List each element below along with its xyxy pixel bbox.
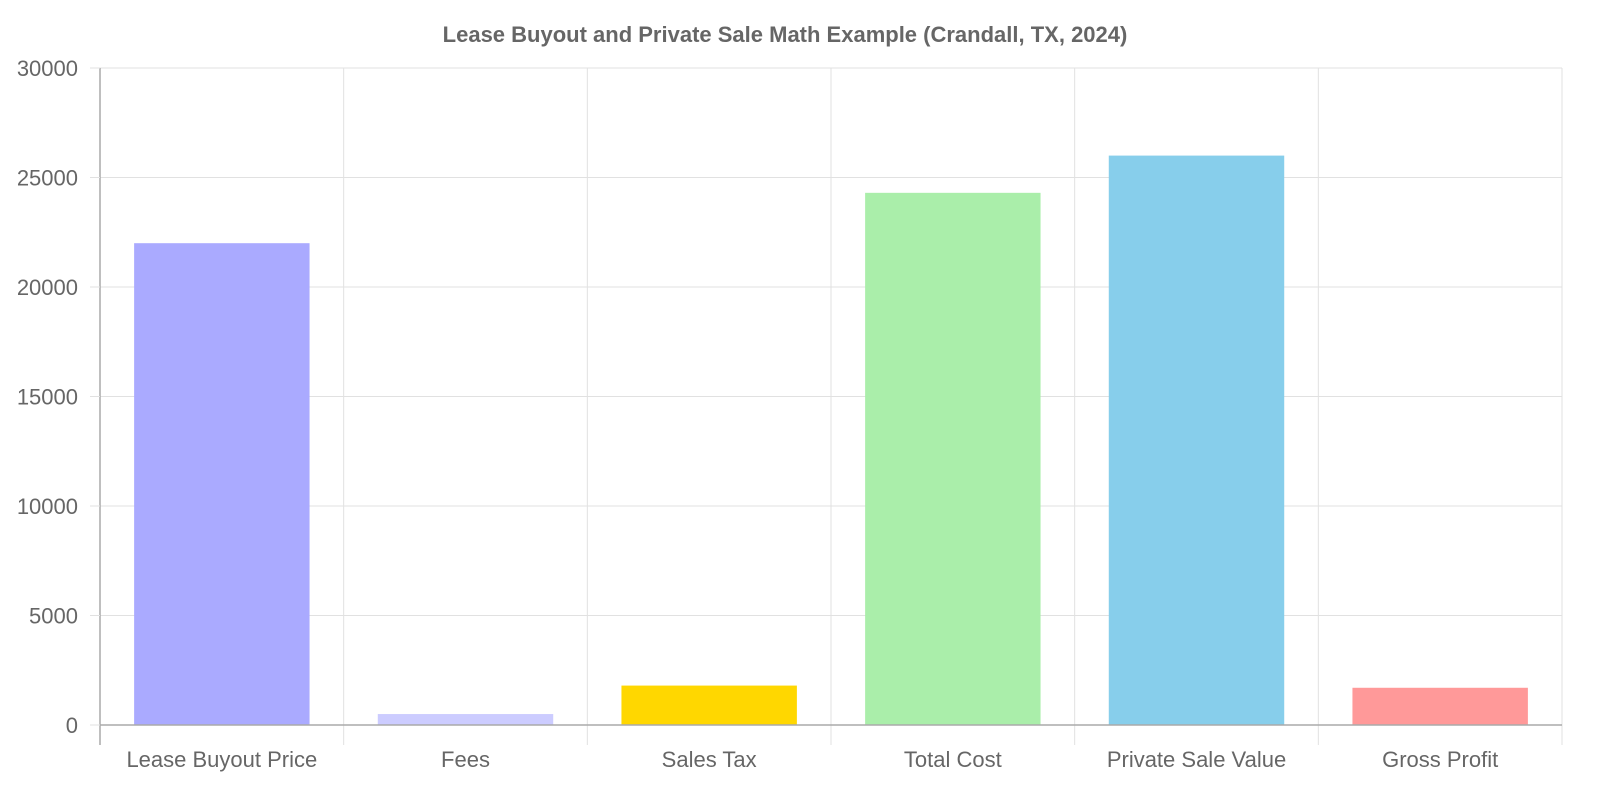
bar (1352, 687, 1528, 725)
x-tick-label: Total Cost (904, 747, 1002, 772)
bar (865, 192, 1041, 725)
y-tick-label: 20000 (17, 275, 78, 300)
bars (134, 155, 1528, 726)
x-tick-label: Gross Profit (1382, 747, 1498, 772)
y-tick-label: 30000 (17, 56, 78, 81)
bar (134, 243, 310, 725)
axes (90, 67, 1562, 745)
bar (621, 685, 797, 725)
grid-lines (100, 67, 1563, 745)
y-tick-label: 15000 (17, 385, 78, 410)
bar (377, 714, 554, 725)
x-tick-label: Private Sale Value (1107, 747, 1286, 772)
x-tick-label: Fees (441, 747, 490, 772)
bar (1108, 155, 1285, 726)
y-tick-label: 0 (66, 713, 78, 738)
x-tick-label: Sales Tax (662, 747, 757, 772)
y-tick-label: 25000 (17, 166, 78, 191)
y-tick-label: 5000 (29, 604, 78, 629)
x-tick-label: Lease Buyout Price (126, 747, 317, 772)
y-tick-labels: 0 5000 10000 15000 20000 25000 30000 (17, 56, 78, 738)
x-tick-labels: Lease Buyout Price Fees Sales Tax Total Cos… (126, 747, 1498, 772)
y-tick-label: 10000 (17, 494, 78, 519)
chart-title: Lease Buyout and Private Sale Math Examp… (443, 22, 1128, 47)
